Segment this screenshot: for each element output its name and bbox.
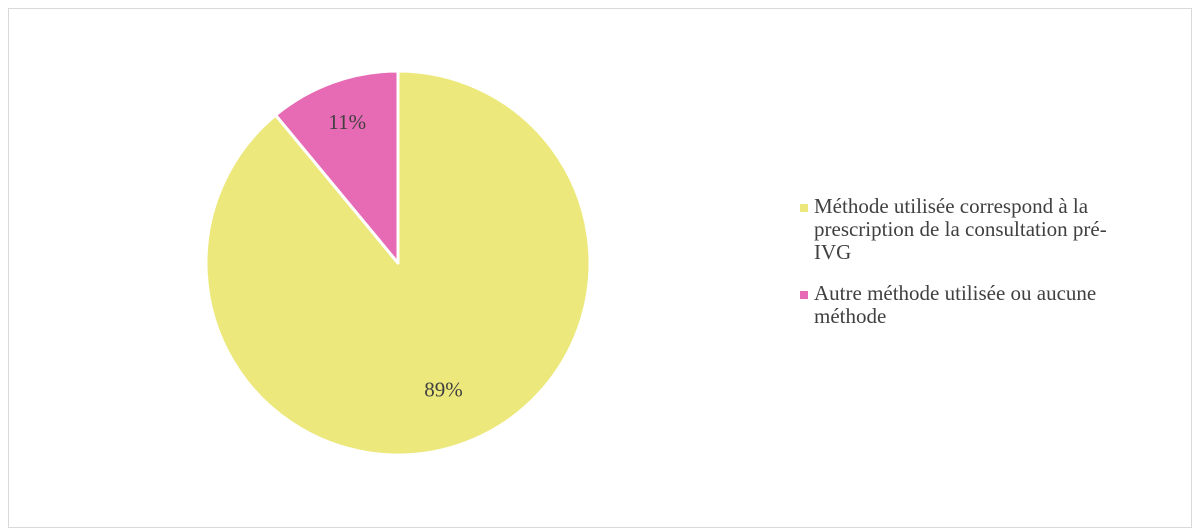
legend-label-autre-methode: Autre méthode utilisée ou aucune méthode: [814, 281, 1097, 328]
legend-item-methode-correspond: Méthode utilisée correspond à la prescri…: [800, 195, 1180, 264]
pie-slices: [204, 69, 592, 457]
legend: Méthode utilisée correspond à la prescri…: [800, 195, 1180, 346]
legend-item-autre-methode: Autre méthode utilisée ou aucune méthode: [800, 282, 1180, 328]
pie-data-labels: 89% 11%: [328, 110, 462, 401]
data-label-methode-correspond: 89%: [424, 377, 463, 401]
legend-swatch-autre-methode: [800, 291, 808, 299]
data-label-autre-methode: 11%: [328, 110, 366, 134]
legend-label-methode-correspond: Méthode utilisée correspond à la prescri…: [814, 194, 1107, 264]
pie-chart: 89% 11%: [204, 69, 592, 457]
pie-slice-autre-methode: [274, 69, 400, 265]
legend-swatch-methode-correspond: [800, 204, 808, 212]
